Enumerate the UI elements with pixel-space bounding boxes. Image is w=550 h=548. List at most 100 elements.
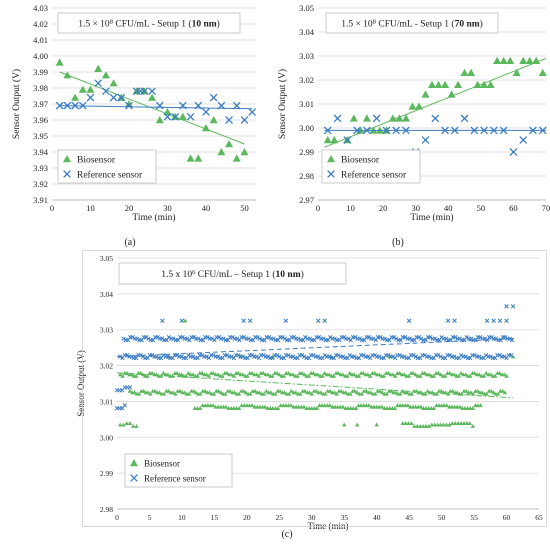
y-tick-label: 2.98 (299, 171, 314, 181)
biosensor-point (421, 90, 430, 98)
reference-point (502, 354, 507, 359)
biosensor-point (265, 372, 271, 377)
biosensor-point (457, 404, 462, 409)
biosensor-point (178, 112, 187, 120)
biosensor-point (314, 406, 320, 411)
biosensor-point (348, 391, 353, 396)
y-tick-label: 3.00 (299, 123, 314, 133)
legend-entry: Reference sensor (341, 170, 407, 181)
biosensor-point (121, 422, 126, 427)
biosensor-point (132, 390, 137, 395)
biosensor-point (435, 422, 440, 427)
biosensor-point (532, 56, 541, 64)
chart-panel-c: 2.98 2.99 3.00 3.01 3.02 3.03 3.04 3.05 0 5 10 15 20… (76, 250, 547, 540)
biosensor-point (374, 422, 379, 427)
reference-point (504, 304, 509, 309)
panel-c-frame (82, 250, 547, 527)
reference-point (184, 336, 190, 341)
biosensor-point (327, 388, 333, 393)
y-tick-label: 3.05 (100, 254, 113, 263)
y-tick-label: 3.94 (33, 147, 49, 157)
biosensor-point (157, 390, 162, 395)
biosensor-point (461, 421, 467, 426)
biosensor-point (434, 80, 443, 88)
y-tick-label: 3.93 (33, 163, 48, 173)
reference-point (160, 318, 165, 323)
x-tick-label: 25 (276, 513, 284, 522)
reference-point (248, 108, 257, 116)
legend-box (321, 149, 421, 184)
legend-entry: Reference sensor (77, 170, 143, 181)
reference-point (283, 318, 289, 323)
x-tick-label: 60 (503, 513, 511, 522)
biosensor-trendline (59, 71, 245, 145)
x-tick-label: 50 (240, 203, 249, 213)
biosensor-point (282, 390, 287, 395)
x-tick-label: 10 (86, 203, 95, 213)
biosensor-point (491, 390, 496, 395)
biosensor-point (211, 370, 216, 375)
x-tick-label: 20 (125, 203, 134, 213)
reference-point (221, 336, 226, 341)
biosensor-point (368, 373, 373, 378)
biosensor-point (500, 388, 505, 393)
x-tick-label: 50 (438, 513, 446, 522)
biosensor-point (426, 423, 432, 428)
reference-point (290, 354, 296, 359)
biosensor-point (499, 56, 508, 64)
biosensor-point (165, 372, 171, 377)
biosensor-point (220, 373, 225, 378)
reference-point (509, 148, 518, 156)
biosensor-point (450, 388, 455, 393)
biosensor-point (502, 372, 507, 377)
biosensor-point (345, 373, 350, 378)
y-tick-label: 4.01 (33, 35, 48, 45)
reference-point (143, 335, 149, 340)
biosensor-point (355, 390, 360, 395)
biosensor-point (173, 391, 178, 396)
x-tick-label: 40 (202, 203, 211, 213)
biosensor-point (302, 372, 307, 377)
y-tick-label: 3.98 (33, 83, 48, 93)
reference-point (224, 352, 230, 358)
biosensor-point (361, 370, 366, 375)
biosensor-point (311, 370, 316, 375)
reference-point (209, 93, 218, 102)
biosensor-point (118, 422, 123, 427)
reference-point (254, 354, 259, 359)
biosensor-point (470, 423, 475, 428)
biosensor-point (373, 391, 378, 396)
x-tick-label: 55 (470, 513, 478, 522)
reference-point (365, 354, 371, 359)
y-tick-label: 2.99 (299, 147, 314, 157)
y-tick-label: 3.02 (100, 362, 113, 371)
reference-point (196, 336, 201, 341)
biosensor-point (397, 370, 402, 375)
biosensor-point (277, 388, 283, 393)
reference-point (240, 354, 246, 359)
reference-point (333, 114, 342, 123)
biosensor-point (174, 370, 180, 375)
chart-panel-b: 2.97 2.98 2.99 3.00 3.01 3.02 3.03 3.04 3.05 0 10 2… (277, 3, 550, 248)
reference-point (311, 352, 316, 358)
biosensor-point (257, 390, 262, 395)
reference-point (413, 354, 418, 359)
reference-point (127, 385, 133, 390)
biosensor-point (481, 373, 487, 378)
biosensor-point (359, 391, 364, 396)
reference-point (411, 352, 416, 358)
biosensor-point (495, 391, 501, 396)
biosensor-point (202, 388, 208, 393)
biosensor-point (477, 372, 482, 377)
reference-point (452, 318, 457, 323)
biosensor-point (215, 372, 221, 377)
reference-point (436, 352, 441, 358)
biosensor-point (190, 372, 196, 377)
biosensor-point (478, 403, 483, 408)
y-tick-label: 3.92 (33, 179, 48, 189)
biosensor-point (441, 422, 446, 427)
biosensor-point (425, 388, 430, 393)
reference-trendline (59, 105, 253, 110)
panel-label: (c) (281, 529, 292, 540)
biosensor-point (428, 80, 436, 88)
